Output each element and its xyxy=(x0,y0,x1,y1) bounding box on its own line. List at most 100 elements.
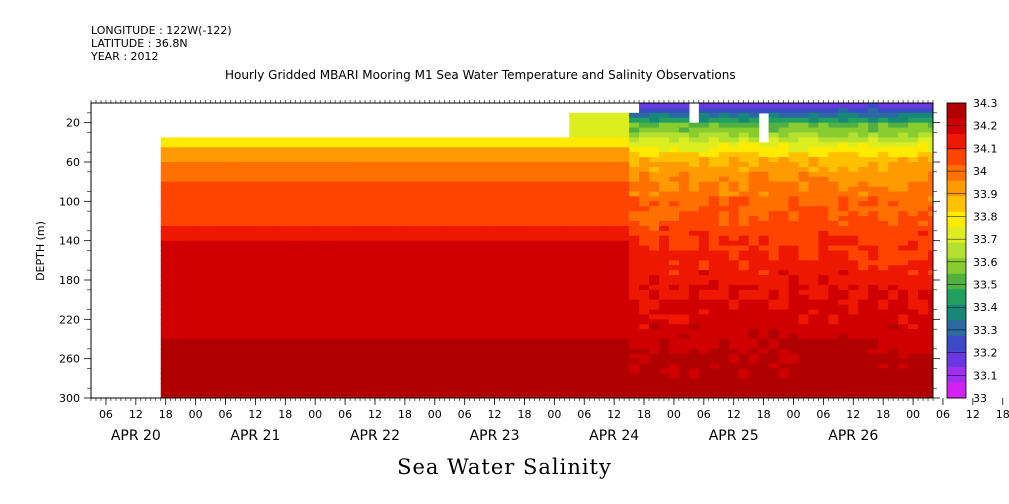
heatmap-cell xyxy=(609,358,620,365)
heatmap-cell xyxy=(728,329,740,335)
heatmap-cell xyxy=(170,294,182,301)
heatmap-cell xyxy=(559,181,570,188)
heatmap-cell xyxy=(419,245,431,252)
heatmap-cell xyxy=(858,230,869,237)
heatmap-cell xyxy=(878,122,889,129)
heatmap-cell xyxy=(678,289,690,296)
heatmap-cell xyxy=(170,319,182,325)
heatmap-cell xyxy=(609,304,620,311)
heatmap-cell xyxy=(639,299,650,306)
heatmap-cell xyxy=(320,358,331,365)
heatmap-cell xyxy=(280,142,291,148)
heatmap-cell xyxy=(499,196,511,202)
heatmap-cell xyxy=(529,294,540,301)
heatmap-cell xyxy=(788,378,800,384)
heatmap-cell xyxy=(748,162,760,168)
heatmap-cell xyxy=(519,309,531,316)
heatmap-cell xyxy=(569,363,580,370)
heatmap-cell xyxy=(250,221,261,227)
heatmap-cell xyxy=(818,157,829,163)
heatmap-cell xyxy=(429,221,441,227)
heatmap-cell xyxy=(240,260,252,266)
heatmap-cell xyxy=(589,191,600,198)
heatmap-cell xyxy=(539,265,550,271)
heatmap-cell xyxy=(828,171,839,178)
heatmap-cell xyxy=(419,166,431,173)
heatmap-cell xyxy=(379,240,391,247)
heatmap-cell xyxy=(379,255,391,261)
heatmap-cell xyxy=(599,137,610,143)
heatmap-cell xyxy=(499,348,511,355)
heatmap-cell xyxy=(798,201,810,207)
heatmap-cell xyxy=(718,152,730,158)
heatmap-cell xyxy=(768,255,780,261)
heatmap-cell xyxy=(738,348,750,355)
heatmap-cell xyxy=(509,368,521,375)
heatmap-cell xyxy=(639,152,650,158)
heatmap-cell xyxy=(888,284,899,291)
heatmap-cell xyxy=(778,127,790,134)
heatmap-cell xyxy=(619,196,630,202)
heatmap-cell xyxy=(668,132,680,139)
heatmap-cell xyxy=(569,122,580,129)
heatmap-cell xyxy=(330,152,341,158)
heatmap-cell xyxy=(649,363,660,370)
heatmap-cell xyxy=(489,250,501,257)
heatmap-cell xyxy=(828,107,839,114)
heatmap-cell xyxy=(748,383,760,389)
heatmap-cell xyxy=(579,265,590,271)
heatmap-cell xyxy=(798,309,810,316)
heatmap-cell xyxy=(858,147,869,153)
heatmap-cell xyxy=(559,166,570,173)
heatmap-cell xyxy=(758,142,770,148)
heatmap-cell xyxy=(848,309,859,316)
heatmap-cell xyxy=(489,191,501,198)
heatmap-cell xyxy=(928,166,933,173)
heatmap-cell xyxy=(489,176,501,183)
heatmap-cell xyxy=(649,304,660,311)
heatmap-cell xyxy=(260,284,271,291)
heatmap-cell xyxy=(788,107,800,114)
heatmap-cell xyxy=(459,250,471,257)
heatmap-cell xyxy=(688,137,700,143)
heatmap-cell xyxy=(489,216,501,222)
heatmap-cell xyxy=(320,137,331,143)
heatmap-cell xyxy=(360,339,371,345)
heatmap-cell xyxy=(738,201,750,207)
heatmap-cell xyxy=(579,157,590,163)
heatmap-cell xyxy=(688,324,700,330)
x-tick-label: 18 xyxy=(278,408,292,421)
heatmap-cell xyxy=(668,240,680,247)
heatmap-cell xyxy=(678,260,690,266)
heatmap-cell xyxy=(768,324,780,330)
heatmap-cell xyxy=(160,181,172,188)
heatmap-cell xyxy=(698,225,710,232)
heatmap-cell xyxy=(658,112,670,119)
heatmap-cell xyxy=(748,137,760,143)
heatmap-cell xyxy=(280,181,291,188)
heatmap-cell xyxy=(748,152,760,158)
heatmap-cell xyxy=(738,107,750,114)
heatmap-cell xyxy=(330,191,341,198)
heatmap-cell xyxy=(160,314,172,320)
heatmap-cell xyxy=(918,230,929,237)
heatmap-cell xyxy=(260,280,271,286)
heatmap-cell xyxy=(728,225,740,232)
heatmap-cell xyxy=(549,378,560,384)
heatmap-cell xyxy=(868,299,879,306)
heatmap-cell xyxy=(668,319,680,325)
heatmap-cell xyxy=(449,137,461,143)
heatmap-cell xyxy=(619,132,630,139)
heatmap-cell xyxy=(728,206,740,212)
heatmap-cell xyxy=(758,270,770,276)
heatmap-cell xyxy=(389,191,401,198)
heatmap-cell xyxy=(320,211,331,217)
heatmap-cell xyxy=(270,319,281,325)
heatmap-cell xyxy=(439,152,451,158)
heatmap-cell xyxy=(708,157,720,163)
heatmap-cell xyxy=(409,324,421,330)
heatmap-cell xyxy=(220,260,232,266)
heatmap-cell xyxy=(688,393,700,398)
heatmap-cell xyxy=(379,171,391,178)
heatmap-cell xyxy=(399,211,411,217)
